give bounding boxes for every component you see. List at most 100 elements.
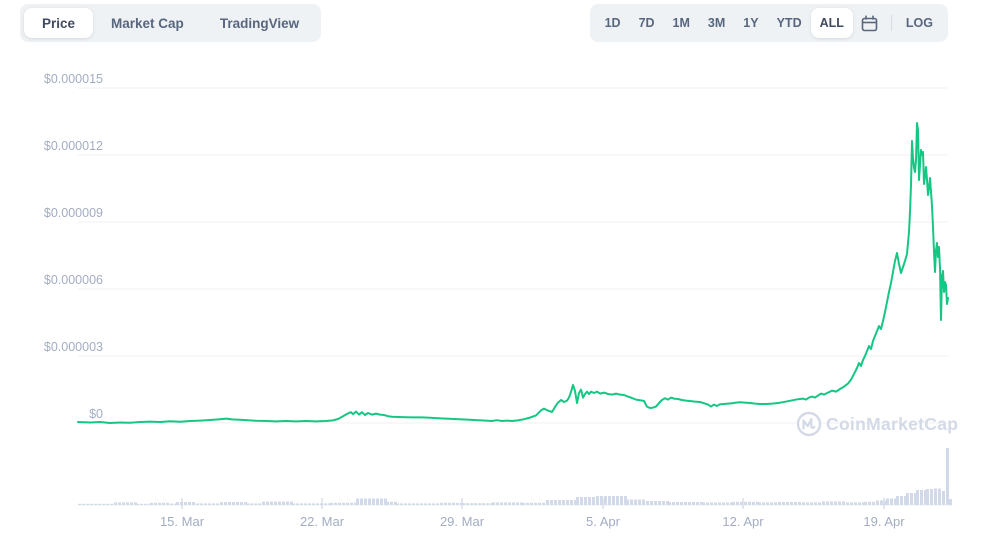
volume-bar — [440, 502, 443, 505]
volume-bar — [626, 499, 629, 505]
volume-bar — [886, 498, 889, 505]
chart-type-switcher: Price Market Cap TradingView — [20, 4, 322, 42]
volume-bar — [700, 502, 703, 505]
volume-bar — [574, 500, 577, 505]
range-tab-1m[interactable]: 1M — [672, 16, 690, 30]
volume-bar — [364, 498, 367, 505]
x-axis-label: 22. Mar — [300, 514, 345, 529]
volume-bar — [282, 501, 285, 505]
volume-bar — [538, 502, 541, 505]
volume-bar — [872, 501, 875, 505]
volume-bar — [170, 503, 173, 505]
y-axis-label: $0 — [89, 407, 103, 421]
volume-bar — [432, 503, 435, 505]
volume-bar — [740, 501, 743, 505]
volume-bar — [562, 500, 565, 505]
volume-bar — [424, 503, 427, 505]
volume-bar — [726, 502, 729, 505]
volume-bar — [292, 503, 295, 505]
volume-bar — [774, 502, 777, 505]
volume-bar — [162, 502, 165, 505]
volume-bar — [702, 502, 705, 505]
calendar-icon[interactable] — [853, 8, 886, 38]
range-tab-1d[interactable]: 1D — [604, 16, 621, 30]
x-axis-label: 29. Mar — [440, 514, 485, 529]
volume-bar — [868, 501, 871, 505]
volume-bar — [756, 501, 759, 505]
range-tab-1y[interactable]: 1Y — [743, 16, 759, 30]
tab-market-cap[interactable]: Market Cap — [111, 15, 184, 31]
volume-bar — [346, 502, 349, 505]
volume-bar — [304, 503, 307, 505]
volume-bar — [394, 501, 397, 505]
volume-bar — [650, 501, 653, 505]
tab-tradingview[interactable]: TradingView — [219, 15, 300, 31]
volume-bar — [758, 502, 761, 505]
volume-bar — [262, 501, 265, 505]
range-tab-7d[interactable]: 7D — [638, 16, 655, 30]
volume-bar — [224, 502, 227, 505]
volume-bar — [806, 502, 809, 505]
volume-bar — [662, 501, 665, 505]
volume-bar — [794, 502, 797, 505]
range-tab-all[interactable]: ALL — [810, 8, 853, 38]
volume-bar — [710, 502, 713, 505]
volume-bar — [274, 501, 277, 505]
volume-bar — [566, 500, 569, 505]
volume-bar — [204, 503, 207, 505]
volume-bar — [714, 502, 717, 505]
log-scale-button[interactable]: LOG — [905, 16, 933, 30]
volume-bar — [134, 502, 137, 505]
volume-bar — [150, 502, 153, 505]
volume-bar — [158, 502, 161, 505]
volume-bar — [630, 499, 633, 505]
volume-bar — [534, 502, 537, 505]
range-tab-3m[interactable]: 3M — [707, 16, 726, 30]
volume-bar — [722, 502, 725, 505]
volume-bar — [826, 501, 829, 505]
volume-bar — [308, 503, 311, 505]
volume-bar — [762, 502, 765, 505]
volume-bar — [270, 501, 273, 505]
volume-bar — [444, 502, 447, 505]
volume-bar — [900, 496, 903, 505]
volume-bar — [616, 496, 619, 505]
volume-bar — [612, 496, 615, 505]
volume-bar — [290, 501, 293, 505]
volume-bar — [390, 501, 393, 505]
volume-bar — [490, 503, 493, 505]
volume-bar — [666, 501, 669, 505]
volume-bar — [102, 503, 105, 505]
volume-bar — [880, 500, 883, 505]
y-axis-label: $0.000009 — [44, 206, 103, 220]
x-axis-label: 5. Apr — [586, 514, 621, 529]
volume-bar — [542, 502, 545, 505]
volume-bar — [920, 490, 923, 505]
volume-bar — [576, 497, 579, 505]
range-tab-ytd[interactable]: YTD — [776, 16, 802, 30]
volume-bar — [864, 501, 867, 505]
volume-bar — [474, 503, 477, 505]
volume-bar — [188, 502, 191, 505]
volume-bar — [400, 503, 403, 505]
volume-bar — [814, 502, 817, 505]
volume-bar — [246, 503, 249, 505]
volume-bar — [384, 498, 387, 505]
volume-bar — [404, 503, 407, 505]
volume-bar — [876, 500, 879, 505]
volume-bar — [140, 503, 143, 505]
volume-bar — [94, 503, 97, 505]
volume-bar — [668, 502, 671, 505]
volume-bar — [896, 496, 899, 505]
volume-bar — [372, 498, 375, 505]
volume-bar — [380, 498, 383, 505]
tab-price[interactable]: Price — [24, 8, 94, 38]
x-axis-label: 15. Mar — [160, 514, 205, 529]
volume-bar — [136, 503, 139, 505]
volume-bar — [360, 498, 363, 505]
volume-bar — [910, 493, 913, 505]
volume-bar — [850, 502, 853, 505]
volume-bar — [208, 503, 211, 505]
range-switcher: 1D 7D 1M 3M 1Y YTD ALL LOG — [589, 4, 948, 42]
